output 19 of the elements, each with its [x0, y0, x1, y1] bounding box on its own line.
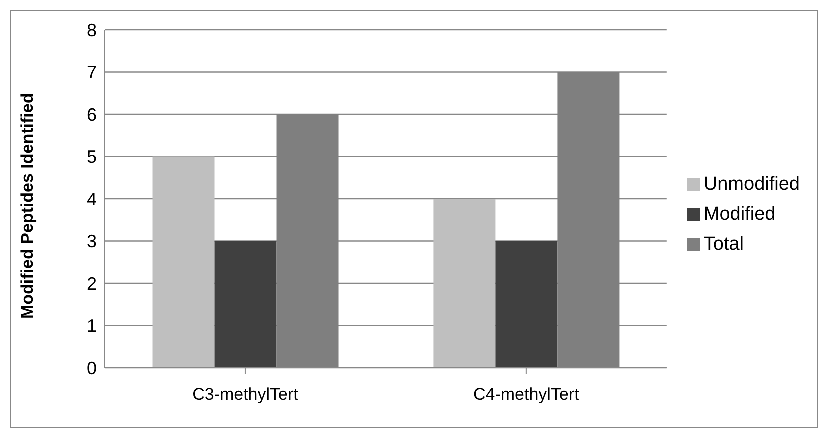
y-tick-label: 1 — [86, 316, 97, 336]
y-tick-label: 7 — [86, 62, 97, 83]
bar — [434, 199, 496, 368]
y-tick-label: 5 — [86, 147, 97, 168]
y-tick-label: 4 — [86, 189, 97, 210]
y-tick-label: 8 — [86, 20, 97, 40]
y-axis-title: Modified Peptides Identified — [18, 93, 38, 319]
bar — [214, 241, 277, 368]
y-tick-label: 2 — [86, 274, 97, 294]
bar — [152, 156, 215, 368]
x-tick-label: C3-methylTert — [192, 385, 299, 404]
y-tick-label: 0 — [86, 358, 97, 378]
x-tick-label: C4-methylTert — [474, 385, 580, 404]
bar — [496, 241, 558, 368]
y-tick-label: 3 — [86, 232, 97, 252]
y-tick-label: 6 — [86, 104, 97, 125]
legend-label: Total — [704, 234, 744, 255]
legend-label: Unmodified — [704, 174, 800, 195]
legend-label: Modified — [704, 204, 776, 225]
